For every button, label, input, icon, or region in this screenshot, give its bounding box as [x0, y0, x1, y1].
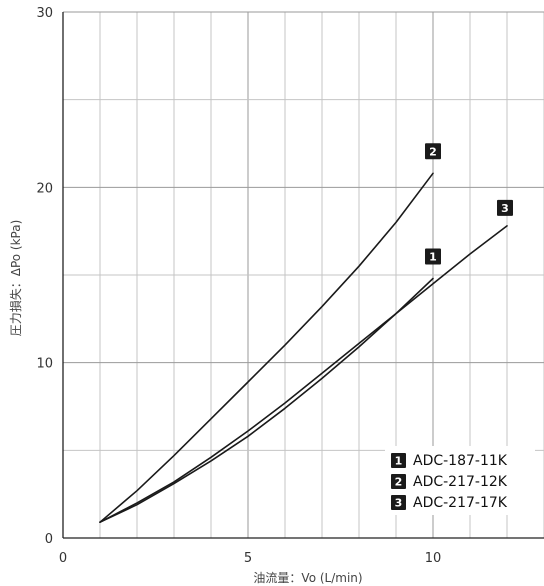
series-lines — [99, 172, 508, 523]
legend-marker-label: 2 — [395, 476, 403, 489]
legend-entry: ADC-217-17K — [413, 495, 508, 511]
series-marker-2 — [425, 143, 441, 160]
series-line-1 — [99, 277, 434, 523]
y-tick-label: 10 — [36, 357, 53, 372]
y-axis-label: 圧力損失：ΔPo (kPa) — [8, 220, 23, 337]
x-tick-label: 0 — [59, 551, 67, 566]
legend-entry: ADC-217-12K — [413, 474, 508, 490]
x-tick-label: 5 — [244, 551, 252, 566]
axes — [62, 12, 544, 539]
series-marker-3 — [497, 199, 513, 216]
y-tick-label: 20 — [36, 181, 53, 196]
y-tick-label: 30 — [36, 6, 53, 21]
x-tick-label: 10 — [425, 551, 442, 566]
tick-labels: 0 5 10 0 10 20 30 — [36, 6, 441, 566]
series-marker-1 — [425, 248, 441, 265]
legend-marker-3 — [391, 495, 406, 510]
legend-marker-label: 1 — [395, 455, 403, 468]
series-marker-label: 2 — [429, 145, 437, 158]
legend-marker-1 — [391, 453, 406, 468]
series-marker-label: 3 — [501, 202, 509, 215]
x-axis-label: 油流量：Vo (L/min) — [253, 571, 362, 585]
series-line-2 — [99, 172, 434, 523]
legend-marker-label: 3 — [395, 497, 403, 510]
y-tick-label: 0 — [45, 532, 53, 547]
legend: 1 ADC-187-11K 2 ADC-217-12K 3 ADC-217-17K — [385, 446, 535, 515]
series-line-3 — [99, 225, 508, 523]
series-markers: 1 2 3 — [425, 143, 513, 265]
legend-marker-2 — [391, 474, 406, 489]
legend-background — [385, 446, 535, 515]
series-marker-label: 1 — [429, 251, 437, 264]
legend-entry: ADC-187-11K — [413, 453, 508, 469]
